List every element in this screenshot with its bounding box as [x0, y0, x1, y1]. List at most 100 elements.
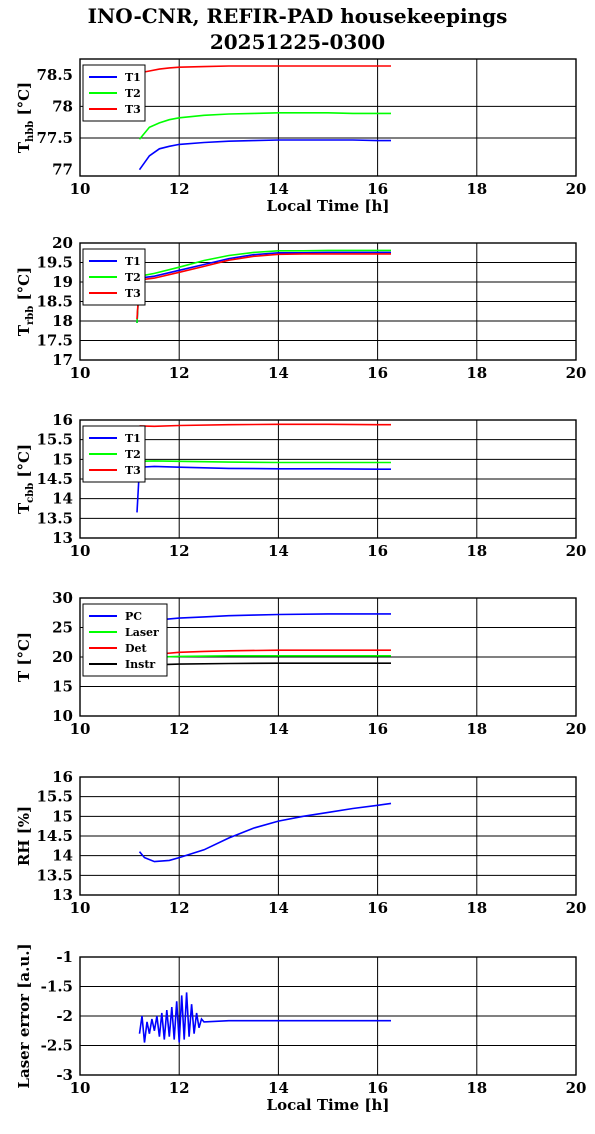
y-tick-label: 13	[52, 529, 73, 547]
x-tick-label: 12	[169, 542, 190, 560]
series-line-data	[138, 802, 392, 863]
x-tick-label: 20	[566, 180, 587, 198]
x-tick-label: 16	[367, 180, 388, 198]
x-tick-label: 10	[70, 720, 91, 738]
plot-frame	[79, 956, 577, 1076]
x-tick-label: 10	[70, 180, 91, 198]
series-line-t2	[136, 249, 391, 324]
y-tick-label: 18	[52, 312, 73, 330]
x-tick-label: 14	[268, 364, 289, 382]
y-axis-label: Tcbb [°C]	[15, 444, 36, 514]
legend-label-t1: T1	[125, 71, 141, 84]
chart-panel-4: 10 15 20 25 30 10 12 14 16 18 20 T [°C] PC Laser Det In…	[15, 589, 586, 738]
x-tick-label: 10	[70, 1079, 91, 1097]
y-tick-label: 77	[52, 161, 73, 179]
y-tick-label: 20	[52, 234, 73, 252]
y-tick-label: 18.5	[36, 293, 73, 311]
x-tick-label: 18	[466, 364, 487, 382]
legend-label-t3: T3	[125, 464, 141, 477]
x-tick-label: 20	[566, 542, 587, 560]
series-line-t2	[138, 112, 391, 140]
y-tick-label: 15.5	[36, 431, 73, 449]
x-tick-label: 18	[466, 899, 487, 917]
x-tick-label: 12	[169, 720, 190, 738]
y-tick-label: 13	[52, 886, 73, 904]
y-tick-label: 14	[52, 490, 73, 508]
series-line-instr	[139, 662, 391, 667]
series-line-t1	[136, 251, 391, 324]
x-tick-label: 16	[367, 720, 388, 738]
x-tick-label: 14	[268, 180, 289, 198]
y-tick-label: 14	[52, 847, 73, 865]
legend-label-t3: T3	[125, 103, 141, 116]
series-line-det	[139, 649, 391, 656]
x-tick-label: 18	[466, 542, 487, 560]
series-line-data	[138, 992, 391, 1043]
x-tick-label: 14	[268, 720, 289, 738]
chart-panel-6: -3 -2.5 -2 -1.5 -1 10 12 14 16 18 20 Local Time [h]…	[15, 943, 586, 1114]
y-tick-label: -2	[56, 1007, 73, 1025]
x-tick-label: 14	[268, 899, 289, 917]
y-tick-label: 30	[52, 589, 73, 607]
legend-label-instr: Instr	[125, 658, 155, 671]
y-tick-label: -3	[56, 1066, 73, 1084]
y-tick-label: 15.5	[36, 788, 73, 806]
chart-panel-1: 77 77.5 78 78.5 10 12 14 16 18 20 Local Time [h] Th…	[15, 58, 587, 215]
plot-frame	[79, 242, 577, 361]
y-tick-label: 15	[52, 807, 73, 825]
y-tick-label: 16	[52, 768, 73, 786]
legend-label-t2: T2	[125, 271, 141, 284]
x-axis-label: Local Time [h]	[267, 1096, 390, 1114]
x-tick-label: 12	[169, 180, 190, 198]
y-tick-label: 15	[52, 678, 73, 696]
series-line-t3	[136, 253, 391, 320]
y-axis-label: RH [%]	[15, 806, 33, 866]
x-tick-label: 16	[367, 899, 388, 917]
chart-title-line2: 20251225-0300	[209, 30, 386, 54]
plot-frame	[79, 58, 577, 177]
series-line-t3	[139, 423, 391, 428]
y-axis-label: Trbb [°C]	[15, 267, 36, 336]
chart-title-line1: INO-CNR, REFIR-PAD housekeepings	[87, 4, 508, 28]
series-line-t3	[139, 65, 391, 74]
x-tick-label: 16	[367, 1079, 388, 1097]
x-tick-label: 18	[466, 1079, 487, 1097]
y-tick-label: 14.5	[36, 470, 73, 488]
y-tick-label: -1	[56, 948, 73, 966]
y-tick-label: 13.5	[36, 866, 73, 884]
plot-frame	[79, 597, 577, 717]
y-axis-label: Thbb [°C]	[15, 82, 36, 153]
legend-label-pc: PC	[125, 610, 142, 623]
y-tick-label: 16	[52, 411, 73, 429]
y-tick-label: 20	[52, 648, 73, 666]
y-tick-label: 17	[52, 351, 73, 369]
x-tick-label: 14	[268, 542, 289, 560]
legend-label-t1: T1	[125, 432, 141, 445]
x-tick-label: 18	[466, 720, 487, 738]
x-tick-label: 18	[466, 180, 487, 198]
series-line-pc	[139, 613, 391, 623]
y-tick-label: 15	[52, 450, 73, 468]
x-tick-label: 10	[70, 364, 91, 382]
legend-label-laser: Laser	[125, 626, 159, 639]
x-tick-label: 10	[70, 899, 91, 917]
y-tick-label: 17.5	[36, 332, 73, 350]
legend-label-det: Det	[125, 642, 148, 655]
legend-label-t1: T1	[125, 255, 141, 268]
plot-frame	[79, 776, 577, 896]
x-tick-label: 12	[169, 899, 190, 917]
y-tick-label: 14.5	[36, 827, 73, 845]
x-tick-label: 16	[367, 542, 388, 560]
y-tick-label: 19.5	[36, 254, 73, 272]
y-tick-label: 78.5	[36, 66, 73, 84]
y-tick-label: -2.5	[41, 1037, 73, 1055]
legend-label-t2: T2	[125, 87, 141, 100]
plot-frame	[79, 419, 577, 539]
x-tick-label: 20	[566, 1079, 587, 1097]
y-tick-label: 25	[52, 619, 73, 637]
x-tick-label: 14	[268, 1079, 289, 1097]
x-tick-label: 16	[367, 364, 388, 382]
